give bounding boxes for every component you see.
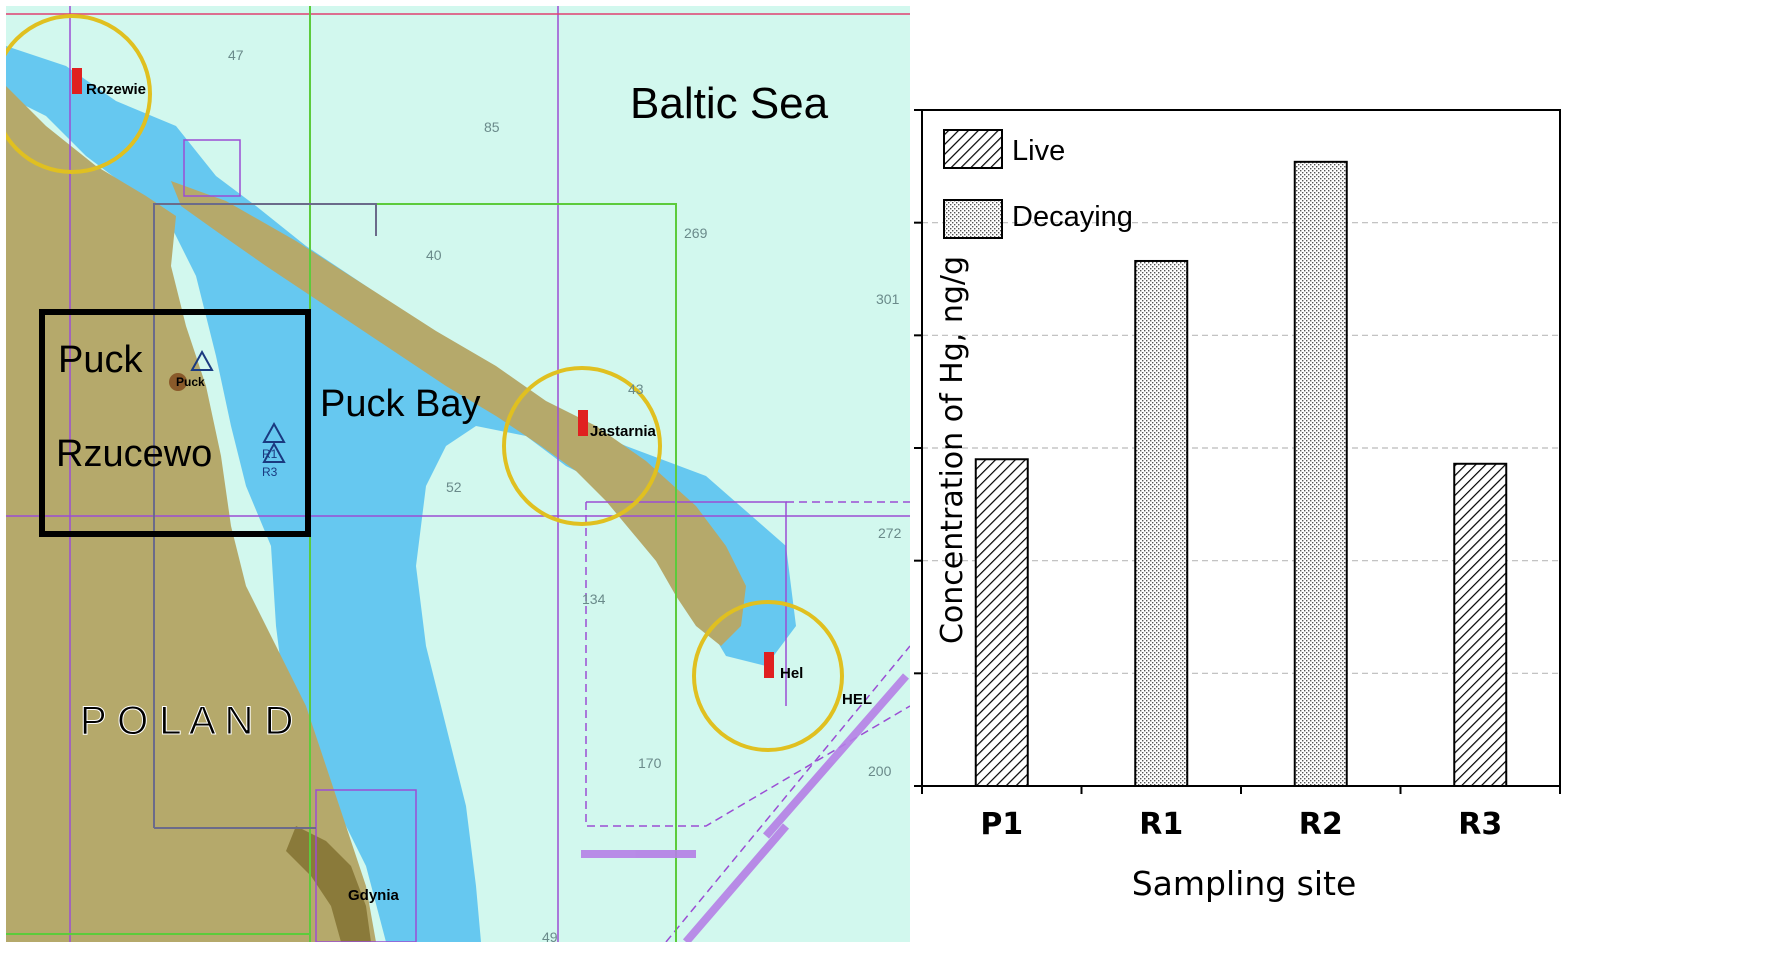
legend-label-live: Live (1012, 135, 1065, 167)
hel-label: Hel (780, 665, 803, 682)
y-axis-title: Concentration of Hg, ng/g (935, 256, 970, 644)
gdynia-label: Gdynia (348, 887, 400, 904)
rozewie-label: Rozewie (86, 81, 146, 98)
depth-label: 85 (484, 119, 500, 135)
depth-label: 43 (628, 381, 644, 397)
legend-swatch-decaying (943, 199, 1003, 239)
x-tick-label: P1 (980, 807, 1023, 842)
sea-chart-map: Baltic Sea Puck Bay P O L A N D Puck Rzu… (0, 6, 911, 945)
legend-swatch-live (943, 129, 1003, 169)
rozewie-lighthouse-icon (72, 68, 82, 94)
bar-p1 (974, 458, 1029, 787)
hel-lighthouse-icon (764, 652, 774, 678)
hel-light-ring (692, 600, 844, 752)
x-tick-label: R3 (1458, 807, 1502, 842)
study-area-box (39, 309, 311, 537)
puck-box-label: Puck (58, 339, 143, 381)
bar-r3 (1453, 462, 1508, 787)
depth-label: 269 (684, 225, 708, 241)
y-axis-ticks: 051015202530 (870, 94, 922, 805)
jastarnia-light-ring (502, 366, 662, 526)
baltic-sea-label: Baltic Sea (630, 79, 829, 128)
land-mainland (6, 86, 376, 942)
puck-small-label: Puck (176, 375, 205, 389)
lighthouse-icons (72, 68, 774, 678)
poland-label: P O L A N D (80, 699, 293, 743)
depth-label: 200 (868, 763, 892, 779)
hel-port-label: HEL (842, 691, 872, 708)
x-tick-label: R1 (1139, 807, 1183, 842)
jastarnia-label: Jastarnia (590, 423, 657, 440)
legend-label-decaying: Decaying (1012, 201, 1133, 233)
triangle-marker-icon (262, 441, 286, 463)
r1-map-label: R1 (262, 447, 278, 461)
chart-grid-purple-dashed (585, 501, 911, 943)
light-range-rings (0, 14, 844, 752)
shallow-water-area (6, 46, 796, 942)
rozewie-light-ring (0, 14, 152, 174)
x-axis-ticks: P1 R1 R2 R3 (921, 786, 1561, 842)
mercury-bar-chart: 051015202530 P1 R1 R2 R3 Concentration of H… (870, 0, 1772, 952)
bar-r2 (1293, 160, 1348, 787)
depth-label: 52 (446, 479, 462, 495)
depth-label: 49 (542, 929, 558, 942)
depth-soundings: 47 85 269 40 301 43 52 134 272 170 200 4… (228, 47, 902, 945)
legend: Live Decaying (943, 129, 1133, 239)
shipping-lane (581, 673, 910, 945)
bars (974, 160, 1508, 787)
chart-canvas: 051015202530 P1 R1 R2 R3 Concentration of H… (870, 94, 1561, 903)
puck-town-icon (169, 373, 187, 391)
land-gdynia-port (286, 826, 371, 942)
rzucewo-box-label: Rzucewo (56, 433, 212, 475)
chart-grid-gray (153, 203, 377, 829)
depth-label: 40 (426, 247, 442, 263)
r3-map-label: R3 (262, 465, 278, 479)
jastarnia-lighthouse-icon (578, 410, 588, 436)
sampling-site-markers (190, 349, 286, 463)
depth-label: 47 (228, 47, 244, 63)
puck-bay-label: Puck Bay (320, 383, 481, 425)
bar-r1 (1134, 259, 1189, 787)
depth-label: 272 (878, 525, 902, 541)
triangle-marker-icon (190, 349, 214, 371)
map-canvas: Baltic Sea Puck Bay P O L A N D Puck Rzu… (0, 6, 911, 945)
land-hel-peninsula (171, 181, 746, 646)
x-axis-title: Sampling site (1132, 864, 1357, 903)
x-tick-label: R2 (1299, 807, 1343, 842)
depth-label: 301 (876, 291, 900, 307)
depth-label: 170 (638, 755, 662, 771)
depth-label: 134 (582, 591, 606, 607)
